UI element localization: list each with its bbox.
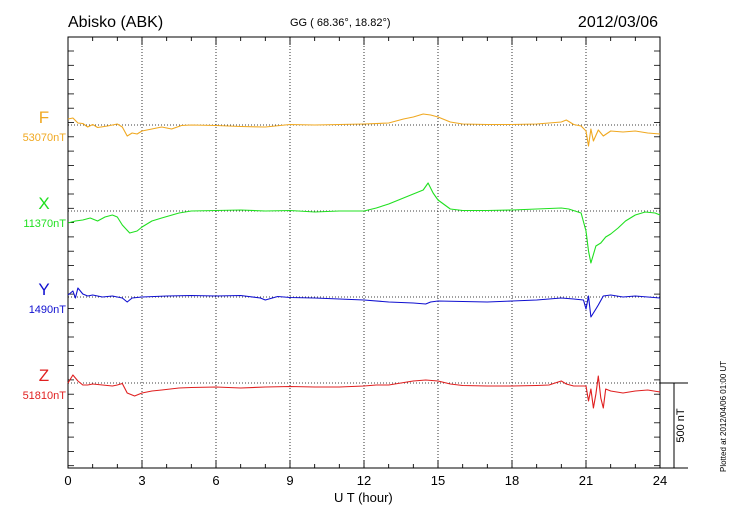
grid [68,37,660,468]
station-title: Abisko (ABK) [68,14,164,31]
x-tick-label: 21 [579,473,593,488]
series-name-X: X [38,194,49,213]
x-tick-label: 9 [286,473,293,488]
geographic-coordinates: GG ( 68.36°, 18.82°) [290,17,391,29]
x-tick-label: 18 [505,473,519,488]
series-name-F: F [39,108,49,127]
scale-bar: 500 nT [660,382,688,469]
x-tick-label: 12 [357,473,371,488]
x-axis-ticks: 0 3 6 9 12 15 18 21 24 [64,37,667,488]
series-name-Z: Z [39,366,49,385]
series-line-Z [67,374,661,409]
x-axis-label: U T (hour) [334,490,393,505]
series-name-Y: Y [38,280,49,299]
series-baseline-Z: 51810nT [23,390,67,402]
series-group: F 53070nT X 11370nT Y 1490nT Z 51810nT [23,108,661,409]
series-line-F [67,113,661,147]
scale-bar-label: 500 nT [675,408,687,443]
series-baseline-Y: 1490nT [29,304,67,316]
series-baseline-F: 53070nT [23,132,67,144]
x-tick-label: 24 [653,473,667,488]
x-tick-label: 0 [64,473,71,488]
series-line-Y [67,287,661,318]
series-baseline-X: 11370nT [23,218,66,230]
x-tick-label: 6 [212,473,219,488]
x-tick-label: 3 [138,473,145,488]
series-line-X [67,182,661,264]
x-tick-label: 15 [431,473,445,488]
date-label: 2012/03/06 [577,14,658,31]
